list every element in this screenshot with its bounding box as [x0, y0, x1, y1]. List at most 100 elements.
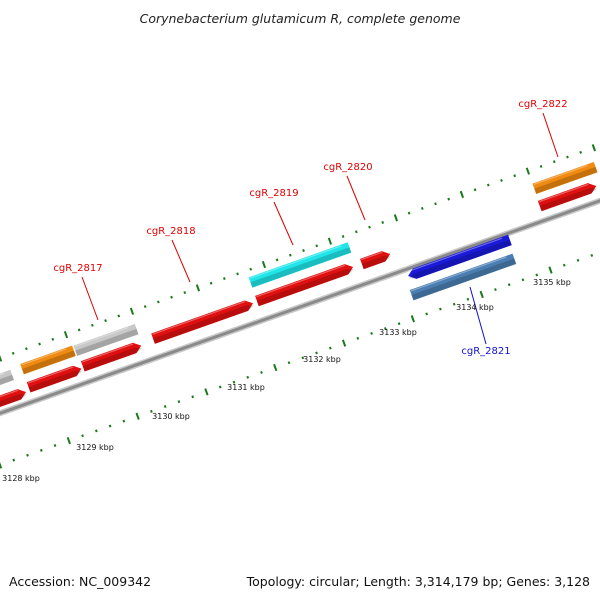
lower-tick	[246, 375, 250, 379]
cds-feature	[80, 342, 143, 372]
upper-tick	[63, 331, 69, 339]
upper-tick	[341, 235, 345, 238]
upper-tick	[447, 197, 451, 201]
upper-tick	[223, 277, 226, 281]
gene-feature-cyan	[248, 242, 352, 288]
accession-text: Accession: NC_009342	[9, 574, 151, 589]
lower-tick	[370, 331, 373, 335]
upper-tick	[25, 347, 28, 351]
upper-tick	[500, 178, 503, 182]
lower-tick-track	[0, 253, 594, 469]
lower-tick	[135, 412, 140, 420]
upper-tick	[261, 260, 267, 269]
gene-feature-orange	[20, 345, 76, 375]
lower-tick	[94, 429, 98, 433]
gene-label: cgR_2822	[518, 99, 567, 110]
upper-tick	[473, 188, 477, 192]
genome-summary: Topology: circular; Length: 3,314,179 bp…	[246, 574, 590, 589]
lower-tick	[315, 351, 318, 355]
lower-tick	[410, 315, 415, 323]
lower-tick	[260, 370, 263, 374]
upper-tick	[170, 295, 173, 299]
gene-label: cgR_2821	[461, 346, 510, 357]
lower-tick	[53, 444, 57, 447]
cds-feature	[0, 389, 27, 410]
leader-line	[171, 239, 191, 283]
lower-tick	[218, 385, 222, 389]
scale-label: 3132 kbp	[303, 355, 341, 364]
scale-label: 3130 kbp	[152, 412, 190, 421]
lower-tick	[576, 258, 580, 262]
lower-tick	[39, 448, 43, 452]
lower-tick	[535, 273, 539, 277]
lower-tick	[452, 302, 456, 306]
scale-label: 3131 kbp	[227, 383, 265, 392]
lower-tick	[287, 361, 291, 365]
cds-feature	[255, 264, 354, 307]
lower-tick	[425, 312, 428, 316]
genome-backbone	[0, 197, 600, 417]
cds-feature	[360, 251, 391, 270]
upper-tick	[195, 284, 201, 292]
upper-tick	[381, 221, 385, 224]
lower-tick	[439, 307, 442, 311]
upper-tick	[393, 214, 399, 222]
gene-features	[0, 161, 598, 410]
gene-feature-grey	[0, 369, 14, 391]
lower-tick	[328, 346, 332, 350]
upper-tick	[368, 225, 371, 229]
upper-tick	[236, 272, 239, 276]
scale-label: 3134 kbp	[456, 303, 494, 312]
upper-tick	[0, 355, 3, 362]
lower-tick	[507, 283, 511, 287]
upper-tick	[486, 183, 490, 187]
lower-tick	[108, 424, 112, 428]
upper-tick	[459, 190, 465, 199]
upper-tick	[591, 144, 596, 152]
lower-tick	[479, 290, 484, 299]
upper-tick	[525, 167, 530, 175]
gene-feature-steel	[409, 253, 517, 301]
upper-tick	[434, 202, 437, 206]
gene-labels: cgR_2817 cgR_2818 cgR_2819 cgR_2820 cgR_2822…	[53, 99, 567, 357]
upper-tick	[566, 155, 569, 159]
lower-tick	[66, 437, 71, 445]
lower-tick	[177, 400, 181, 404]
lower-tick	[494, 288, 497, 292]
gene-label: cgR_2819	[249, 188, 298, 199]
leader-line	[346, 175, 366, 221]
lower-tick	[397, 322, 401, 326]
upper-tick	[539, 164, 543, 168]
upper-tick	[249, 267, 253, 271]
upper-tick	[209, 281, 213, 285]
gene-label: cgR_2820	[323, 162, 372, 173]
lower-tick	[273, 363, 278, 372]
upper-tick	[552, 160, 556, 164]
upper-tick	[91, 323, 94, 327]
lower-tick	[466, 297, 470, 301]
lower-tick	[0, 462, 3, 469]
lower-tick	[191, 395, 195, 399]
upper-tick	[288, 253, 292, 257]
scale-label: 3128 kbp	[2, 474, 40, 483]
lower-tick	[122, 419, 126, 423]
gene-feature-orange	[532, 161, 598, 195]
lower-tick	[384, 327, 387, 331]
label-leader-lines	[81, 112, 559, 345]
upper-tick	[104, 319, 107, 323]
upper-tick	[327, 237, 333, 245]
lower-tick	[12, 458, 16, 462]
upper-tick	[51, 337, 55, 341]
lower-tick	[590, 253, 594, 257]
upper-tick	[302, 249, 305, 252]
scale-label: 3133 kbp	[379, 328, 417, 337]
leader-line	[469, 286, 487, 345]
lower-tick	[232, 380, 236, 384]
leader-line	[81, 276, 99, 321]
map-title: Corynebacterium glutamicum R, complete g…	[140, 11, 461, 26]
upper-tick	[315, 244, 319, 248]
upper-tick	[183, 291, 187, 295]
upper-tick	[143, 305, 147, 309]
upper-tick	[157, 300, 160, 304]
